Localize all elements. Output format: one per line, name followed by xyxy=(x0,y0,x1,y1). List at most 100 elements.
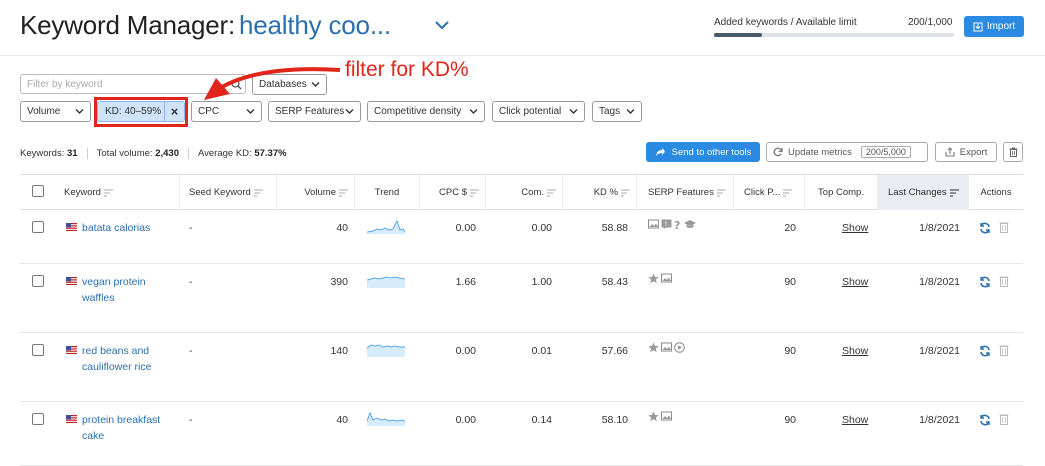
summary-bar: Keywords: 31 Total volume: 2,430 Average… xyxy=(20,148,287,159)
keyword-link[interactable]: protein breakfast cake xyxy=(82,414,161,442)
trash-icon[interactable] xyxy=(999,413,1009,425)
svg-text:?: ? xyxy=(674,219,680,230)
seed-keyword: - xyxy=(189,414,193,426)
kd-value: 57.66 xyxy=(601,345,628,357)
cpc-value: 1.66 xyxy=(455,276,476,288)
limit-progress-bar xyxy=(714,33,954,37)
show-competitors-link[interactable]: Show xyxy=(842,414,869,426)
keyword-link[interactable]: vegan protein waffles xyxy=(82,276,146,304)
keywords-count-label: Keywords: xyxy=(20,148,65,159)
limit-count: 200/1,000 xyxy=(908,17,953,28)
volume-value: 390 xyxy=(330,276,348,288)
column-header-top-comp: Top Comp. xyxy=(805,175,878,210)
column-header-serp[interactable]: SERP Features xyxy=(637,175,734,210)
show-competitors-link[interactable]: Show xyxy=(842,345,869,357)
update-label: Update metrics xyxy=(788,146,852,158)
close-icon[interactable]: × xyxy=(164,102,184,121)
serp-features-icons xyxy=(648,342,685,353)
export-label: Export xyxy=(959,146,988,158)
import-icon xyxy=(973,22,983,31)
serp-features-icons xyxy=(648,273,672,284)
send-to-tools-button[interactable]: Send to other tools xyxy=(646,142,760,162)
click-potential-dropdown[interactable]: Click potential xyxy=(492,101,585,122)
chevron-down-icon xyxy=(469,109,478,114)
refresh-icon[interactable] xyxy=(979,222,991,234)
column-header-kd[interactable]: KD % xyxy=(563,175,637,210)
import-button[interactable]: Import xyxy=(964,16,1024,37)
row-checkbox[interactable] xyxy=(32,275,44,287)
kd-value: 58.43 xyxy=(601,276,628,288)
show-competitors-link[interactable]: Show xyxy=(842,276,869,288)
trash-icon[interactable] xyxy=(999,344,1009,356)
image-icon xyxy=(661,411,672,421)
trend-sparkline xyxy=(367,276,406,288)
tags-dropdown[interactable]: Tags xyxy=(592,101,642,122)
trend-sparkline xyxy=(367,219,406,234)
trash-icon[interactable] xyxy=(999,275,1009,287)
cpc-dropdown[interactable]: CPC xyxy=(191,101,262,122)
page-header: Keyword Manager: healthy coo... Added key… xyxy=(0,0,1045,56)
column-label: Actions xyxy=(980,187,1012,198)
project-selector[interactable]: healthy coo... xyxy=(239,10,391,40)
last-changes-value: 1/8/2021 xyxy=(919,414,960,426)
column-label: Last Changes xyxy=(888,187,947,198)
image-icon xyxy=(661,273,672,283)
reviews-icon: ! xyxy=(661,219,672,229)
show-competitors-link[interactable]: Show xyxy=(842,222,869,234)
update-metrics-button[interactable]: Update metrics 200/5,000 xyxy=(766,142,928,162)
refresh-icon[interactable] xyxy=(979,345,991,357)
export-button[interactable]: Export xyxy=(935,142,997,162)
column-label: Keyword xyxy=(64,187,101,198)
sort-icon xyxy=(339,188,348,197)
trend-sparkline xyxy=(367,411,406,426)
us-flag-icon xyxy=(66,415,77,423)
image-icon xyxy=(661,342,672,352)
row-checkbox[interactable] xyxy=(32,221,44,233)
column-header-keyword[interactable]: Keyword xyxy=(54,175,180,210)
kd-value: 58.10 xyxy=(601,414,628,426)
average-kd-label: Average KD: xyxy=(197,148,252,159)
serp-features-icons: !? xyxy=(648,219,696,230)
serp-features-dropdown[interactable]: SERP Features xyxy=(268,101,361,122)
refresh-icon[interactable] xyxy=(979,276,991,288)
databases-dropdown[interactable]: Databases xyxy=(252,74,327,95)
select-all-checkbox[interactable] xyxy=(32,185,44,197)
import-label: Import xyxy=(986,21,1016,32)
competitive-density-dropdown[interactable]: Competitive density xyxy=(367,101,485,122)
keyword-filter-input[interactable] xyxy=(20,74,246,94)
trash-icon[interactable] xyxy=(999,221,1009,233)
column-header-com[interactable]: Com. xyxy=(486,175,563,210)
sort-icon xyxy=(949,188,959,197)
chevron-down-icon[interactable] xyxy=(433,16,451,34)
refresh-icon[interactable] xyxy=(979,414,991,426)
column-header-click-potential[interactable]: Click P... xyxy=(734,175,805,210)
kd-filter-chip[interactable]: KD: 40–59% × xyxy=(97,101,185,122)
volume-dropdown[interactable]: Volume xyxy=(20,101,91,122)
star-icon xyxy=(648,273,659,284)
annotation-arrow xyxy=(204,67,341,100)
kd-filter-label: KD: 40–59% xyxy=(105,106,162,117)
click-potential-label: Click potential xyxy=(499,106,562,117)
share-arrow-icon xyxy=(655,148,665,156)
row-checkbox[interactable] xyxy=(32,344,44,356)
chevron-down-icon xyxy=(311,82,320,87)
title-text: Keyword Manager: xyxy=(20,10,236,40)
sort-icon xyxy=(253,188,263,197)
column-header-cpc[interactable]: CPC $ xyxy=(420,175,486,210)
seed-keyword: - xyxy=(189,345,193,357)
table-header: Keyword Seed Keyword Volume Trend CPC $ … xyxy=(20,174,1023,210)
keyword-link[interactable]: batata calorias xyxy=(82,222,151,234)
column-label: Top Comp. xyxy=(818,187,864,198)
us-flag-icon xyxy=(66,277,77,285)
keyword-link[interactable]: red beans and cauliflower rice xyxy=(82,345,152,373)
row-checkbox[interactable] xyxy=(32,413,44,425)
column-label: Seed Keyword xyxy=(189,187,251,198)
column-header-last-changes[interactable]: Last Changes xyxy=(878,175,969,210)
sort-icon xyxy=(783,188,793,197)
column-header-seed[interactable]: Seed Keyword xyxy=(180,175,277,210)
sort-icon xyxy=(103,188,113,197)
delete-button[interactable] xyxy=(1003,142,1023,162)
column-label: Com. xyxy=(521,187,544,198)
column-header-volume[interactable]: Volume xyxy=(277,175,355,210)
volume-value: 140 xyxy=(330,345,348,357)
